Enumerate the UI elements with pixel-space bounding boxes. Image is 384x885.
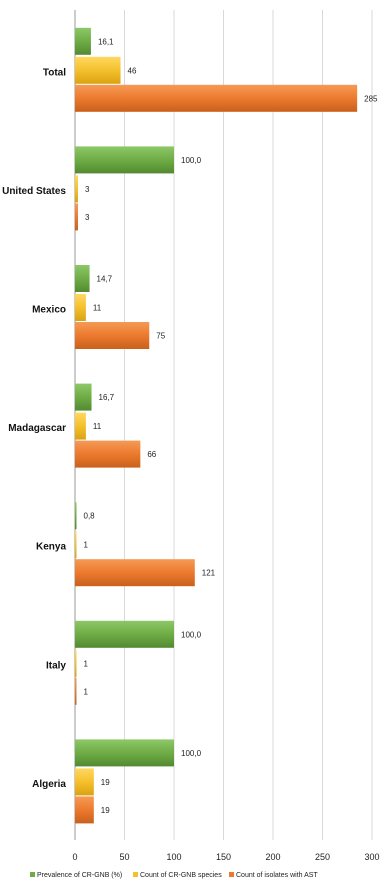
data-label: 75 (156, 332, 165, 341)
data-label: 1 (84, 687, 89, 696)
category-label-united-states: United States (2, 186, 66, 197)
x-tick-label: 200 (265, 852, 280, 862)
bar-kenya-count-of-cr-gnb-species (75, 531, 77, 559)
bar-italy-count-of-isolates-with-ast (75, 677, 77, 705)
data-label: 285 (364, 94, 378, 103)
bar-madagascar-count-of-cr-gnb-species (75, 412, 86, 440)
data-label: 11 (93, 304, 102, 313)
data-label: 121 (202, 569, 216, 578)
legend-label-count-of-isolates-with-ast: Count of isolates with AST (236, 872, 318, 879)
bar-algeria-count-of-isolates-with-ast (75, 796, 94, 824)
legend-label-count-of-cr-gnb-species: Count of CR-GNB species (140, 872, 222, 879)
data-label: 0,8 (84, 512, 96, 521)
x-tick-label: 0 (72, 852, 77, 862)
data-label: 100,0 (181, 749, 202, 758)
legend-swatch-count-of-isolates-with-ast (229, 872, 234, 877)
category-label-madagascar: Madagascar (8, 423, 66, 434)
data-label: 16,7 (99, 393, 115, 402)
data-label: 100,0 (181, 156, 202, 165)
category-label-italy: Italy (46, 660, 66, 671)
bar-mexico-count-of-cr-gnb-species (75, 294, 86, 321)
bar-italy-prevalence-of-cr-gnb (75, 620, 174, 648)
x-tick-label: 50 (119, 852, 129, 862)
bar-italy-count-of-cr-gnb-species (75, 649, 77, 677)
x-tick-label: 250 (315, 852, 330, 862)
bar-total-count-of-cr-gnb-species (75, 56, 121, 84)
legend-swatch-prevalence-of-cr-gnb (30, 872, 35, 877)
bar-united-states-count-of-isolates-with-ast (75, 203, 78, 231)
x-tick-label: 150 (216, 852, 231, 862)
category-label-algeria: Algeria (32, 779, 66, 790)
data-label: 1 (84, 659, 89, 668)
bar-mexico-count-of-isolates-with-ast (75, 322, 150, 349)
data-label: 14,7 (97, 275, 113, 284)
labels: 0 50 100 150 200 250 300 Total 16,1 46 285 United S… (2, 37, 379, 862)
data-label: 19 (101, 778, 110, 787)
data-label: 3 (85, 185, 90, 194)
data-label: 19 (101, 806, 110, 815)
x-tick-label: 300 (364, 852, 379, 862)
bar-total-count-of-isolates-with-ast (75, 84, 358, 112)
data-label: 16,1 (98, 37, 114, 46)
bars (75, 27, 358, 824)
bar-kenya-count-of-isolates-with-ast (75, 559, 195, 587)
bar-algeria-count-of-cr-gnb-species (75, 768, 94, 796)
bar-united-states-count-of-cr-gnb-species (75, 175, 78, 203)
data-label: 1 (84, 541, 89, 550)
data-label: 3 (85, 213, 90, 222)
bar-united-states-prevalence-of-cr-gnb (75, 146, 174, 174)
bar-algeria-prevalence-of-cr-gnb (75, 739, 174, 767)
category-label-kenya: Kenya (36, 542, 66, 553)
data-label: 11 (93, 422, 102, 431)
data-label: 100,0 (181, 630, 202, 639)
bar-madagascar-prevalence-of-cr-gnb (75, 383, 92, 411)
category-label-total: Total (43, 67, 66, 78)
legend-swatch-count-of-cr-gnb-species (133, 872, 138, 877)
bar-madagascar-count-of-isolates-with-ast (75, 440, 141, 468)
category-label-mexico: Mexico (32, 305, 66, 316)
gridlines (74, 10, 373, 840)
bar-kenya-prevalence-of-cr-gnb (75, 502, 77, 530)
data-label: 46 (128, 66, 137, 75)
bar-mexico-prevalence-of-cr-gnb (75, 265, 90, 292)
x-tick-label: 100 (166, 852, 181, 862)
legend: Prevalence of CR-GNB (%) Count of CR-GNB … (30, 872, 318, 879)
data-label: 66 (147, 450, 156, 459)
bar-total-prevalence-of-cr-gnb (75, 27, 91, 55)
legend-label-prevalence-of-cr-gnb: Prevalence of CR-GNB (%) (37, 872, 122, 879)
